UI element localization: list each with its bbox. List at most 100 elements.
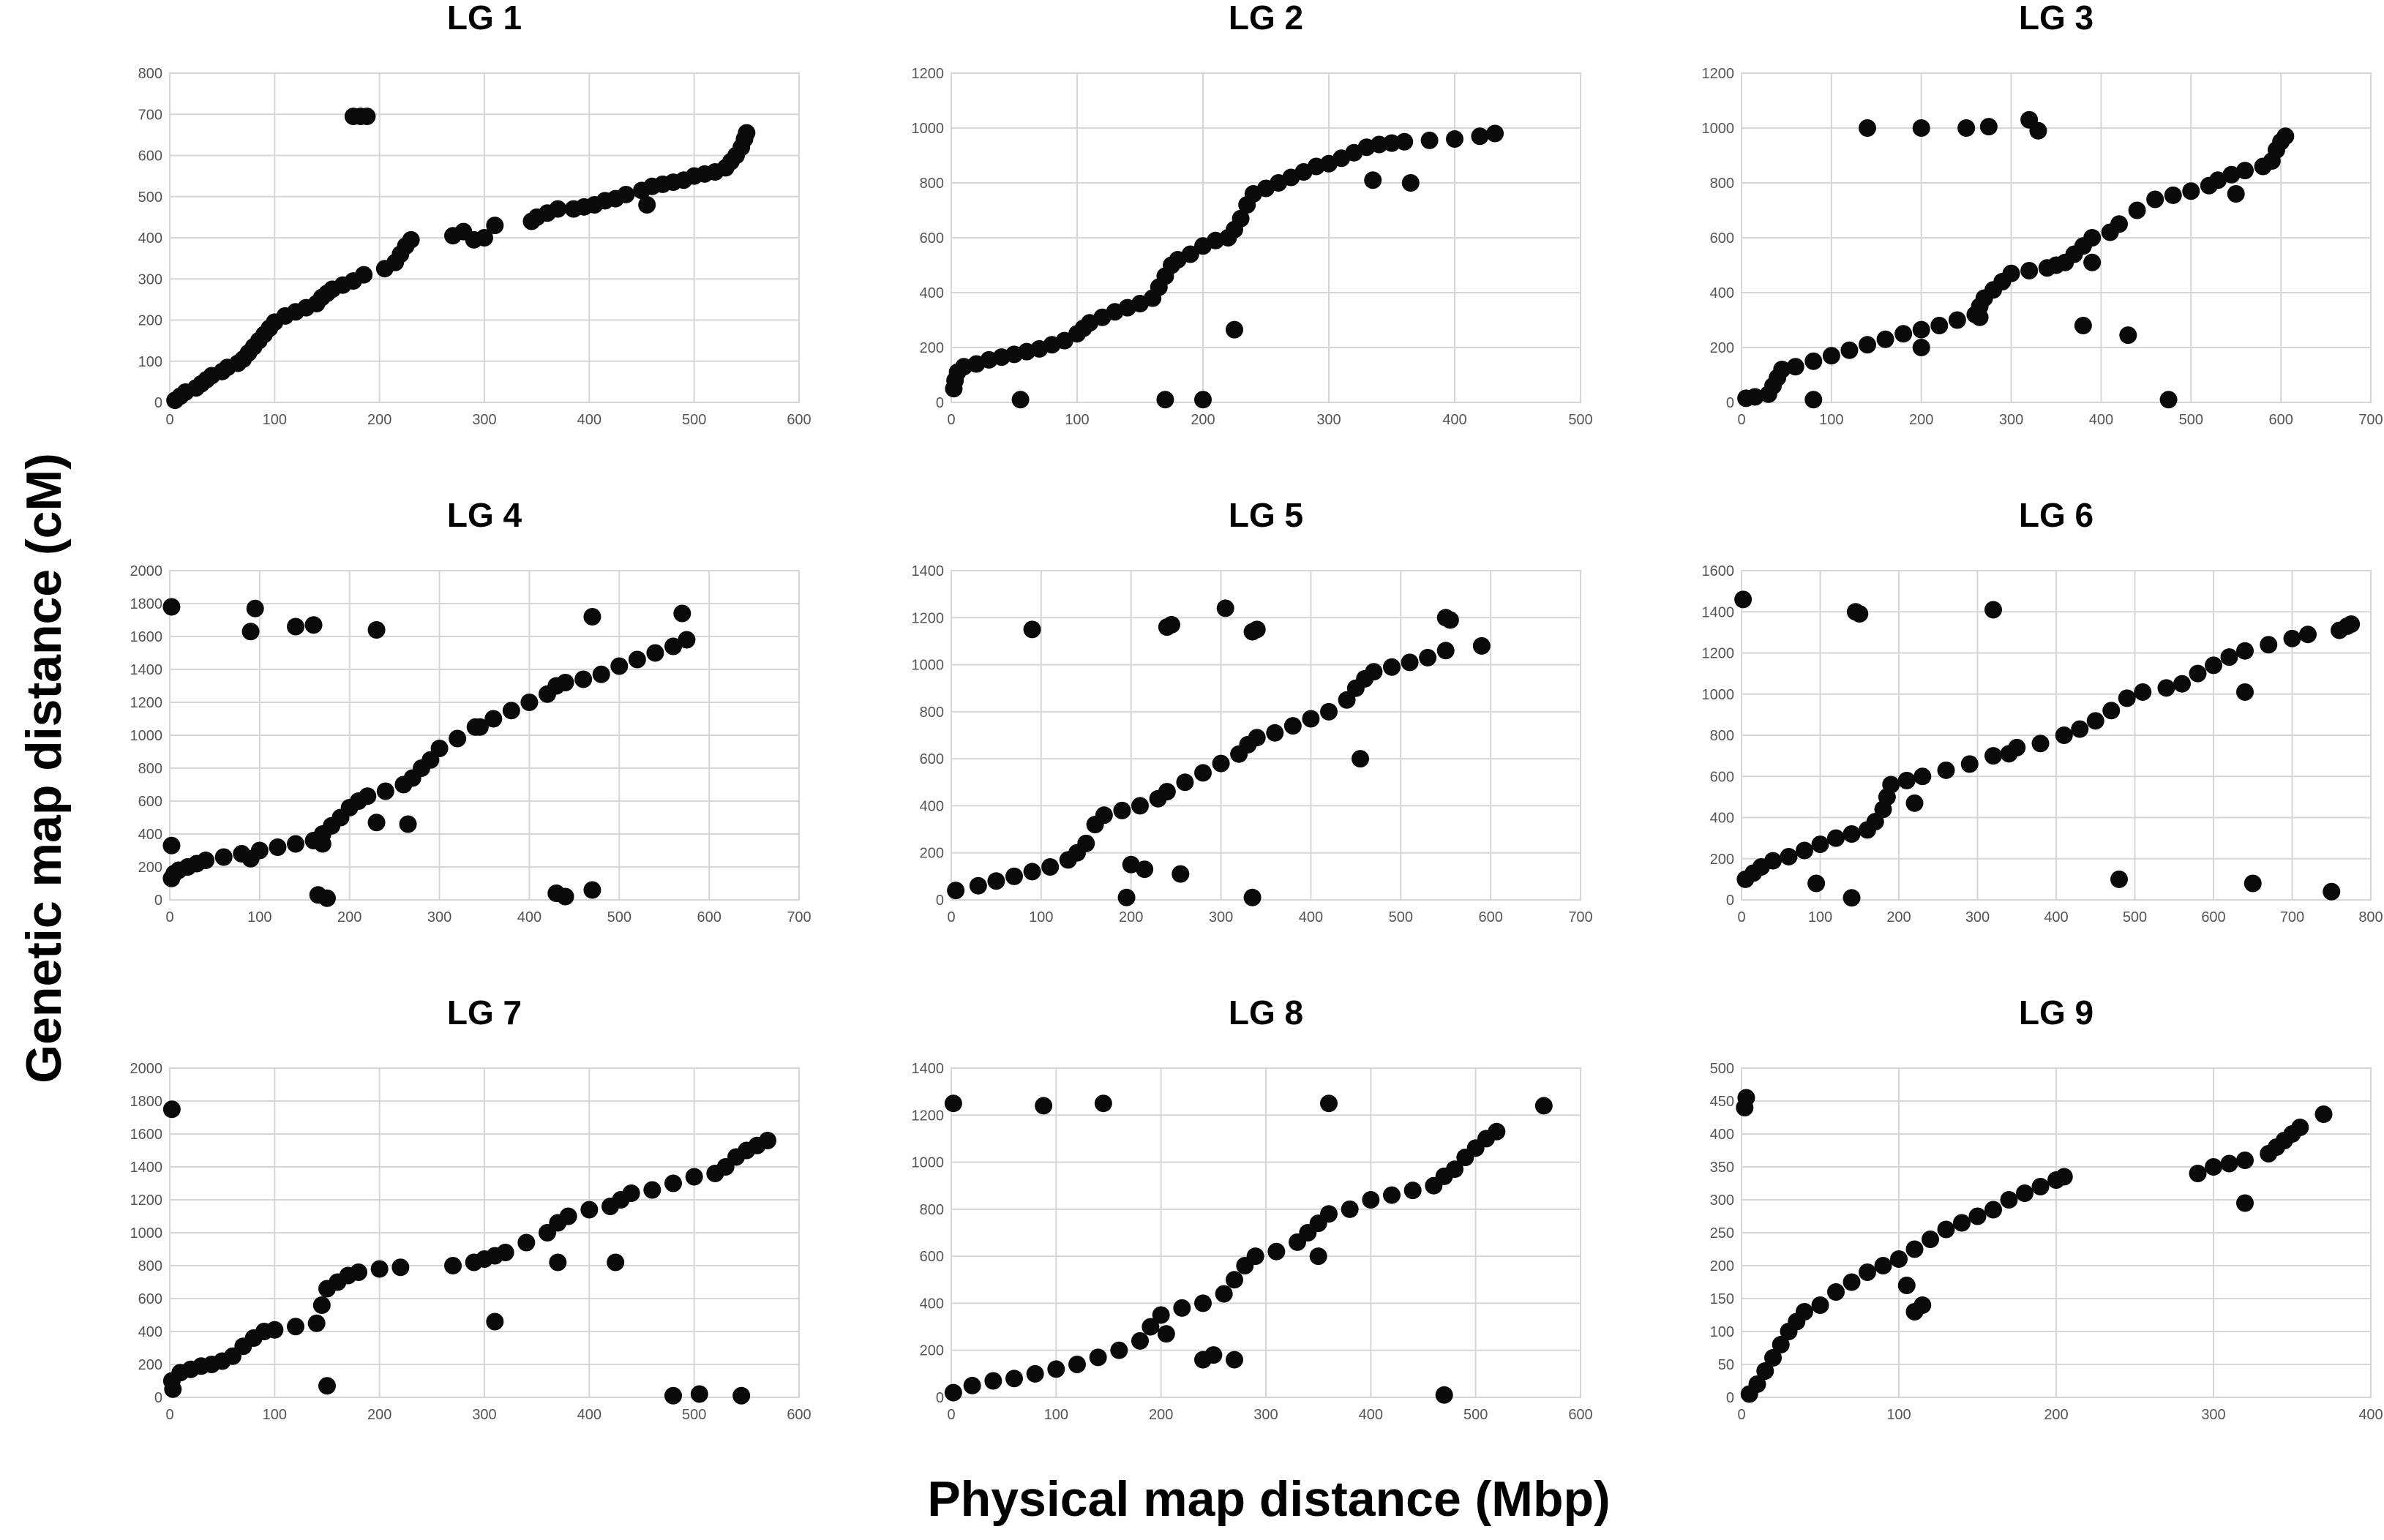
- y-tick-label: 1000: [130, 728, 163, 744]
- data-point: [2119, 326, 2137, 345]
- x-tick-label: 800: [2358, 909, 2383, 925]
- x-tick-label: 400: [577, 412, 601, 428]
- data-point: [2323, 882, 2341, 901]
- data-point: [2128, 201, 2146, 219]
- data-point: [2189, 664, 2207, 683]
- data-point: [1420, 131, 1439, 149]
- y-tick-label: 0: [154, 893, 162, 909]
- data-point: [2236, 1152, 2254, 1169]
- y-tick-label: 200: [1710, 852, 1734, 868]
- x-tick-label: 600: [2201, 909, 2225, 925]
- x-tick-label: 200: [1149, 1407, 1173, 1423]
- data-point: [1005, 1370, 1023, 1388]
- y-tick-label: 0: [154, 395, 162, 411]
- data-point: [944, 1383, 962, 1402]
- x-tick-label: 100: [1065, 412, 1089, 428]
- x-tick-label: 400: [577, 1407, 601, 1423]
- chart-title: LG 3: [2019, 0, 2094, 37]
- data-point: [2182, 182, 2200, 200]
- data-point: [313, 835, 331, 853]
- x-tick-label: 0: [1737, 909, 1745, 925]
- data-point: [2102, 702, 2121, 720]
- x-tick-label: 200: [367, 1407, 391, 1423]
- chart-panel-7: LG 7 0 100 200 300 400 500 600 0 200 400 600 800 1000…: [130, 994, 811, 1423]
- y-tick-label: 200: [920, 1343, 944, 1359]
- y-tick-label: 1200: [912, 610, 945, 626]
- data-point: [643, 1181, 661, 1199]
- x-tick-label: 500: [1389, 909, 1413, 925]
- data-point: [969, 876, 987, 895]
- data-point: [517, 1233, 536, 1252]
- y-tick-label: 800: [138, 1258, 162, 1274]
- data-point: [1309, 1247, 1327, 1266]
- y-tick-label: 200: [920, 340, 944, 356]
- data-point: [304, 616, 323, 634]
- chart-title: LG 5: [1229, 496, 1303, 534]
- data-point: [1215, 1285, 1233, 1303]
- data-point: [592, 665, 610, 683]
- y-tick-label: 0: [936, 1390, 944, 1406]
- x-tick-label: 0: [1737, 1407, 1745, 1423]
- data-point: [1011, 391, 1030, 409]
- data-point: [1811, 835, 1829, 854]
- data-point: [1320, 702, 1338, 721]
- x-tick-label: 200: [1119, 909, 1143, 925]
- data-point: [580, 1201, 599, 1219]
- data-point: [1746, 388, 1764, 406]
- data-point: [471, 718, 489, 736]
- chart-title: LG 8: [1229, 994, 1303, 1032]
- x-tick-label: 400: [517, 909, 541, 925]
- data-point: [1248, 620, 1266, 639]
- y-tick-label: 200: [1710, 340, 1734, 356]
- data-point: [2110, 215, 2128, 233]
- y-tick-label: 1200: [130, 1192, 163, 1209]
- data-point: [318, 1377, 336, 1395]
- data-point: [678, 631, 696, 649]
- chart-panel-8: LG 8 0 100 200 300 400 500 600 0 200 400 600 800 1000…: [912, 994, 1593, 1423]
- x-tick-label: 300: [2201, 1407, 2225, 1423]
- x-tick-label: 500: [682, 412, 706, 428]
- data-point: [2118, 689, 2136, 707]
- data-point: [1047, 1360, 1065, 1378]
- data-point: [449, 729, 467, 748]
- x-tick-label: 400: [2044, 909, 2068, 925]
- x-tick-label: 300: [472, 1407, 496, 1423]
- x-tick-label: 100: [1044, 1407, 1068, 1423]
- x-tick-label: 400: [1359, 1407, 1383, 1423]
- chart-panel-3: LG 3 0 100 200 300 400 500 600 700 0 200 400 600 800 1…: [1702, 0, 2383, 428]
- data-point: [2083, 253, 2102, 271]
- x-tick-label: 200: [1886, 909, 1911, 925]
- data-point: [759, 1132, 776, 1149]
- y-tick-label: 100: [1710, 1324, 1734, 1340]
- data-point: [2071, 720, 2089, 738]
- data-point: [2173, 675, 2191, 693]
- y-tick-label: 50: [1718, 1357, 1734, 1373]
- y-tick-label: 200: [138, 313, 162, 329]
- data-point: [1364, 171, 1382, 189]
- y-tick-label: 1600: [130, 1127, 163, 1143]
- y-tick-label: 1200: [912, 66, 945, 82]
- data-point: [350, 1263, 367, 1281]
- data-point: [963, 1376, 981, 1394]
- x-tick-label: 500: [2123, 909, 2147, 925]
- y-tick-label: 0: [936, 395, 944, 411]
- chart-title: LG 4: [447, 496, 522, 534]
- data-point: [1971, 308, 1989, 326]
- data-point: [617, 185, 635, 203]
- data-point: [2222, 165, 2241, 184]
- x-tick-label: 300: [1965, 909, 1990, 925]
- x-tick-label: 500: [607, 909, 631, 925]
- data-point: [1023, 863, 1041, 881]
- data-point: [1226, 320, 1243, 339]
- data-point: [367, 814, 386, 832]
- data-point: [1843, 825, 1861, 843]
- data-point: [732, 1386, 751, 1405]
- x-tick-label: 300: [472, 412, 496, 428]
- x-tick-label: 300: [1253, 1407, 1278, 1423]
- data-point: [1780, 847, 1798, 865]
- data-point: [1077, 834, 1095, 852]
- x-tick-label: 300: [1316, 412, 1341, 428]
- x-tick-label: 0: [947, 909, 955, 925]
- data-point: [1859, 1263, 1876, 1281]
